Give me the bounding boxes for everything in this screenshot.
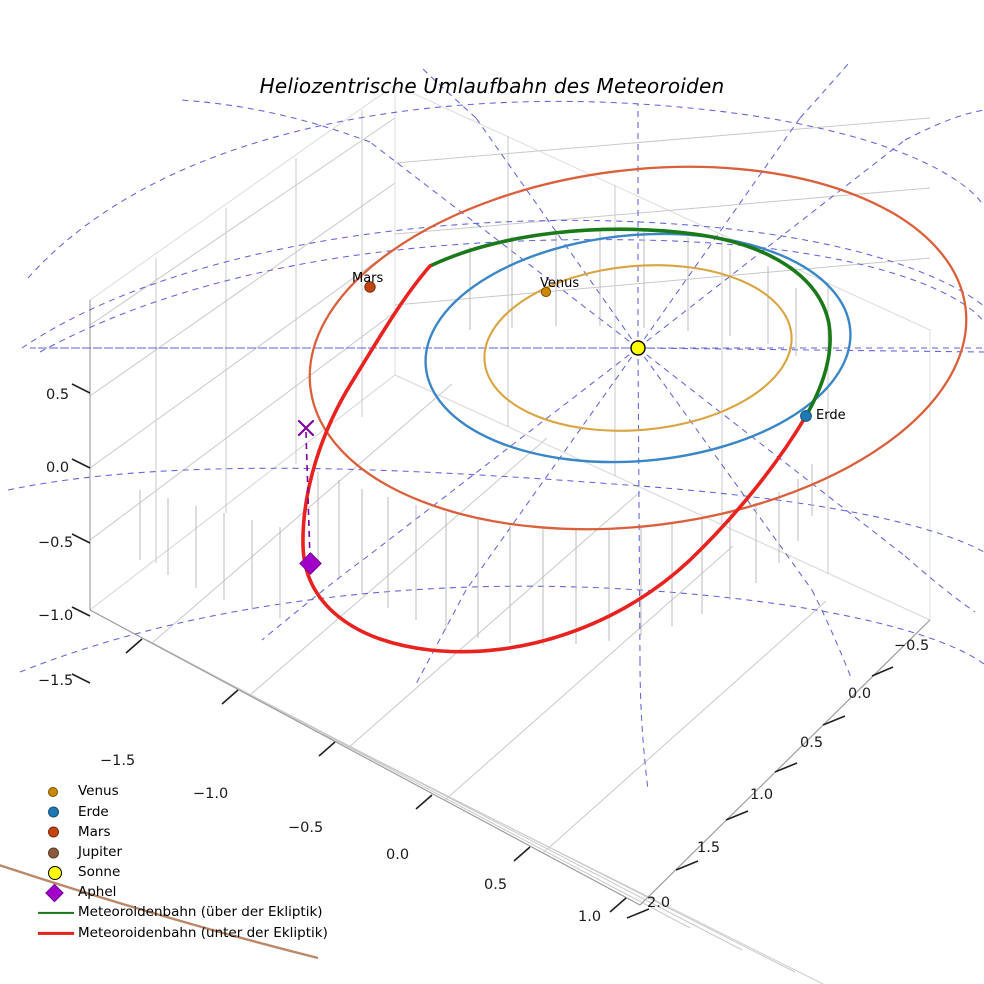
marker-venus [540,286,552,298]
legend-item[interactable]: Jupiter [34,843,334,863]
legend-key-line [34,903,78,923]
orbit-venus [483,264,793,432]
legend-item[interactable]: Mars [34,822,334,842]
legend-item[interactable]: Venus [34,782,334,802]
marker-mars [364,281,376,293]
legend-line-swatch [38,932,74,935]
celestial-sphere-grid [7,63,984,791]
aphel-cross-icon [297,419,315,437]
legend-item[interactable]: Erde [34,802,334,822]
axis-spines [89,300,931,906]
legend-marker-dot-icon [48,787,58,798]
legend-item[interactable]: Aphel [34,883,334,903]
legend-marker-dot-icon [48,847,59,859]
legend-marker-dot-icon [48,865,62,880]
legend-key-marker [34,843,78,863]
axis-ticks [71,383,894,919]
legend-marker-diamond-icon [45,883,64,903]
legend-key-marker [34,822,78,842]
legend-item[interactable]: Meteoroidenbahn (über der Ekliptik) [34,903,334,923]
aphel-marker [299,552,322,575]
legend: Venus Erde Mars Jupiter Sonne Aphel Meteoroide… [34,782,334,944]
legend-item-label: Sonne [78,864,121,881]
legend-key-marker [34,802,78,822]
legend-item[interactable]: Sonne [34,863,334,883]
meteoroid-stems [139,228,813,645]
meteoroid-orbit-below-ecliptic [301,264,808,654]
orbit-erde [424,232,852,464]
legend-item[interactable]: Meteoroidenbahn (unter der Ekliptik) [34,923,334,943]
orbit-jupiter [0,864,319,960]
legend-key-marker [34,883,78,903]
marker-erde [800,410,812,422]
legend-item-label: Aphel [78,884,117,901]
legend-item-label: Meteoroidenbahn (unter der Ekliptik) [78,924,328,941]
legend-item-label: Mars [78,823,111,840]
legend-item-label: Meteoroidenbahn (über der Ekliptik) [78,904,323,921]
legend-item-label: Venus [78,783,119,800]
legend-marker-dot-icon [48,806,59,818]
legend-item-label: Jupiter [78,843,123,860]
legend-marker-dot-icon [48,826,59,838]
legend-key-line [34,923,78,943]
legend-key-marker [34,863,78,883]
legend-line-swatch [38,912,74,915]
meteoroid-orbit-above-ecliptic [428,227,832,418]
orbit-mars [308,165,968,531]
marker-sonne [630,340,646,356]
legend-key-marker [34,782,78,802]
legend-item-label: Erde [78,803,109,820]
